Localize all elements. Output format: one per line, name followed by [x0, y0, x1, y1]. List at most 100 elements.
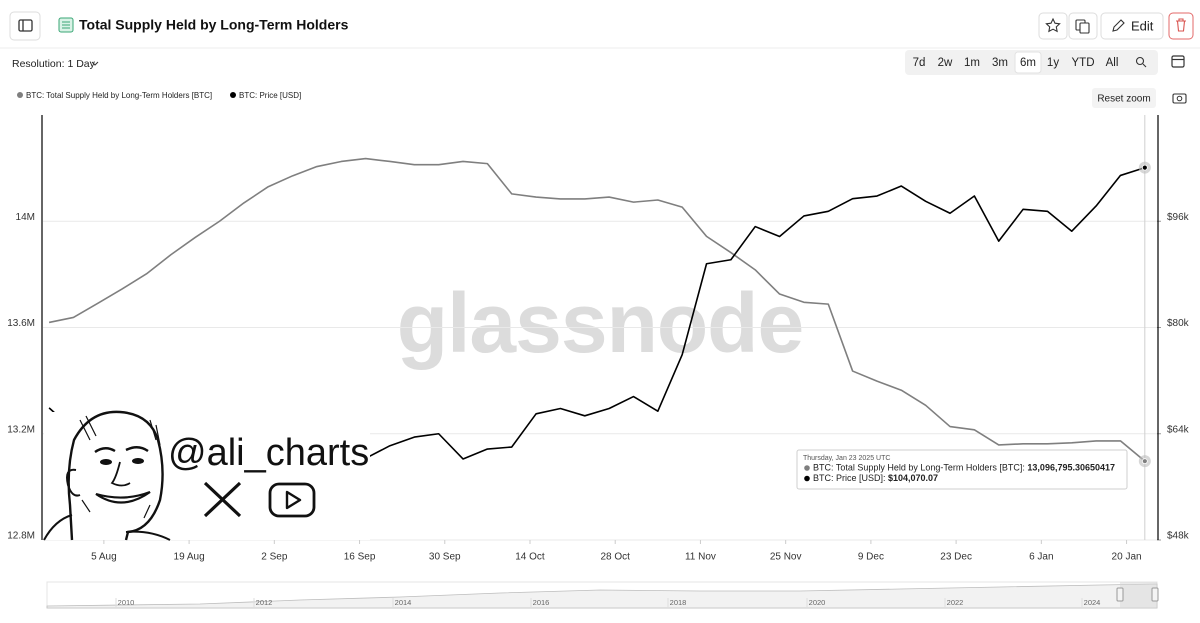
y-tick-label: 14M	[16, 212, 35, 223]
range-button[interactable]: 6m	[1020, 57, 1036, 69]
camera-icon[interactable]	[1172, 93, 1187, 104]
x-tick-label: 20 Jan	[1112, 552, 1142, 563]
x-tick-label: 30 Sep	[429, 552, 461, 563]
chart-title: Total Supply Held by Long-Term Holders	[79, 17, 349, 33]
zoom-icon	[1142, 63, 1147, 68]
hover-point	[1141, 164, 1148, 171]
resolution-selector[interactable]: Resolution: 1 Day	[12, 58, 96, 70]
series-line	[48, 157, 1146, 462]
range-button-active[interactable]	[1014, 51, 1042, 74]
navigator-year: 2010	[118, 598, 135, 607]
legend-swatch	[17, 92, 23, 98]
face-outline	[67, 410, 164, 541]
navigator-handle[interactable]	[1151, 587, 1159, 602]
navigator-handle[interactable]	[1116, 587, 1124, 602]
edit-label: Edit	[1131, 18, 1154, 33]
range-button[interactable]: All	[1106, 57, 1119, 69]
edit-button[interactable]	[1100, 12, 1164, 40]
delete-button[interactable]	[1168, 12, 1194, 40]
x-tick-label: 25 Nov	[770, 552, 802, 563]
legend-entry[interactable]: BTC: Total Supply Held by Long-Term Hold…	[26, 91, 212, 100]
range-button[interactable]: 3m	[992, 57, 1008, 69]
star-icon	[1045, 17, 1061, 33]
face-shoulder	[43, 514, 171, 541]
hover-point	[1141, 458, 1148, 465]
navigator-year: 2012	[256, 598, 273, 607]
navigator-year: 2024	[1084, 598, 1101, 607]
tooltip-swatch	[804, 465, 810, 471]
x-tick-label: 28 Oct	[600, 552, 630, 563]
y2-tick-label: $64k	[1167, 424, 1190, 435]
navigator-year: 2018	[670, 598, 687, 607]
x-tick-label: 19 Aug	[174, 552, 205, 563]
x-tick-label: 16 Sep	[344, 552, 376, 563]
navigator-year: 2016	[533, 598, 550, 607]
x-tick-label: 14 Oct	[515, 552, 545, 563]
range-button[interactable]: 7d	[913, 57, 926, 69]
y-tick-label: 13.2M	[7, 424, 35, 435]
trash-icon	[1176, 18, 1186, 32]
range-button[interactable]: 1m	[964, 57, 980, 69]
reset-zoom-button[interactable]	[1092, 88, 1156, 108]
y2-tick-label: $96k	[1167, 212, 1190, 223]
range-button[interactable]: 2w	[938, 57, 953, 69]
x-tick-label: 5 Aug	[91, 552, 117, 563]
legend-swatch	[230, 92, 236, 98]
zoom-icon	[1135, 56, 1145, 66]
tooltip-box	[796, 449, 1128, 490]
calendar-button[interactable]	[1164, 50, 1192, 75]
tooltip-swatch	[804, 475, 810, 482]
favorite-button[interactable]	[1038, 12, 1068, 40]
x-tick-label: 9 Dec	[858, 552, 884, 563]
header: Total Supply Held by Long-Term Holders E…	[0, 11, 1200, 49]
y2-tick-label: $80k	[1167, 318, 1190, 329]
sidebar-toggle[interactable]	[9, 11, 41, 41]
tooltip-row-label: BTC: Total Supply Held by Long-Term Hold…	[813, 463, 1027, 473]
tooltip-row-value: $104,070.07	[888, 473, 938, 483]
face-nose	[110, 461, 131, 487]
tooltip-row-label: BTC: Price [USD]:	[813, 473, 888, 483]
plot-area: glassnode 12.8M 13.2M 13.6M 14M $48k $64k $80k…	[7, 115, 1190, 563]
x-logo	[203, 481, 242, 518]
navigator-year: 2014	[395, 598, 412, 607]
dropdown-caret	[91, 61, 99, 66]
sidebar-icon	[18, 19, 33, 32]
y-tick-label: 12.8M	[7, 531, 35, 542]
tooltip-row: BTC: Price [USD]: $104,070.07	[813, 473, 938, 483]
face-ear	[66, 468, 81, 497]
tooltip-row-value: 13,096,795.30650417	[1027, 463, 1115, 473]
youtube-logo	[268, 482, 316, 518]
copy-icon	[1079, 22, 1090, 34]
calendar-icon	[1171, 55, 1185, 68]
author-overlay: @ali_charts	[43, 410, 370, 541]
watermark: glassnode	[397, 276, 803, 370]
legend-entry[interactable]: BTC: Price [USD]	[239, 91, 301, 100]
toolbar: Resolution: 1 Day 7d 2w 1m 3m 6m 1y YTD All BTC…	[12, 50, 1192, 108]
face-eye	[132, 458, 144, 464]
face-hatch	[79, 415, 161, 519]
reset-zoom-label: Reset zoom	[1097, 94, 1150, 105]
youtube-play	[285, 490, 302, 510]
tooltip-date: Thursday, Jan 23 2025 UTC	[803, 455, 890, 462]
range-button[interactable]: YTD	[1072, 57, 1095, 69]
y-tick-label: 13.6M	[7, 318, 35, 329]
face-eye	[100, 459, 112, 465]
x-tick-label: 2 Sep	[261, 552, 288, 563]
range-button[interactable]: 1y	[1047, 57, 1059, 69]
x-tick-label: 11 Nov	[685, 552, 716, 563]
face-grin	[95, 490, 151, 504]
navigator-year: 2022	[947, 598, 964, 607]
pencil-icon	[1112, 19, 1125, 32]
x-tick-label: 6 Jan	[1029, 552, 1053, 563]
navigator-selection[interactable]	[1120, 582, 1157, 608]
navigator-year: 2020	[809, 598, 826, 607]
face-brows	[94, 446, 149, 454]
camera-lens	[1176, 95, 1183, 102]
author-handle: @ali_charts	[168, 432, 369, 474]
range-buttons: 7d 2w 1m 3m 6m 1y YTD All	[913, 51, 1119, 74]
y2-tick-label: $48k	[1167, 531, 1190, 542]
navigator: 2010 2012 2014 2016 2018 2020 2022 2024	[46, 581, 1159, 609]
